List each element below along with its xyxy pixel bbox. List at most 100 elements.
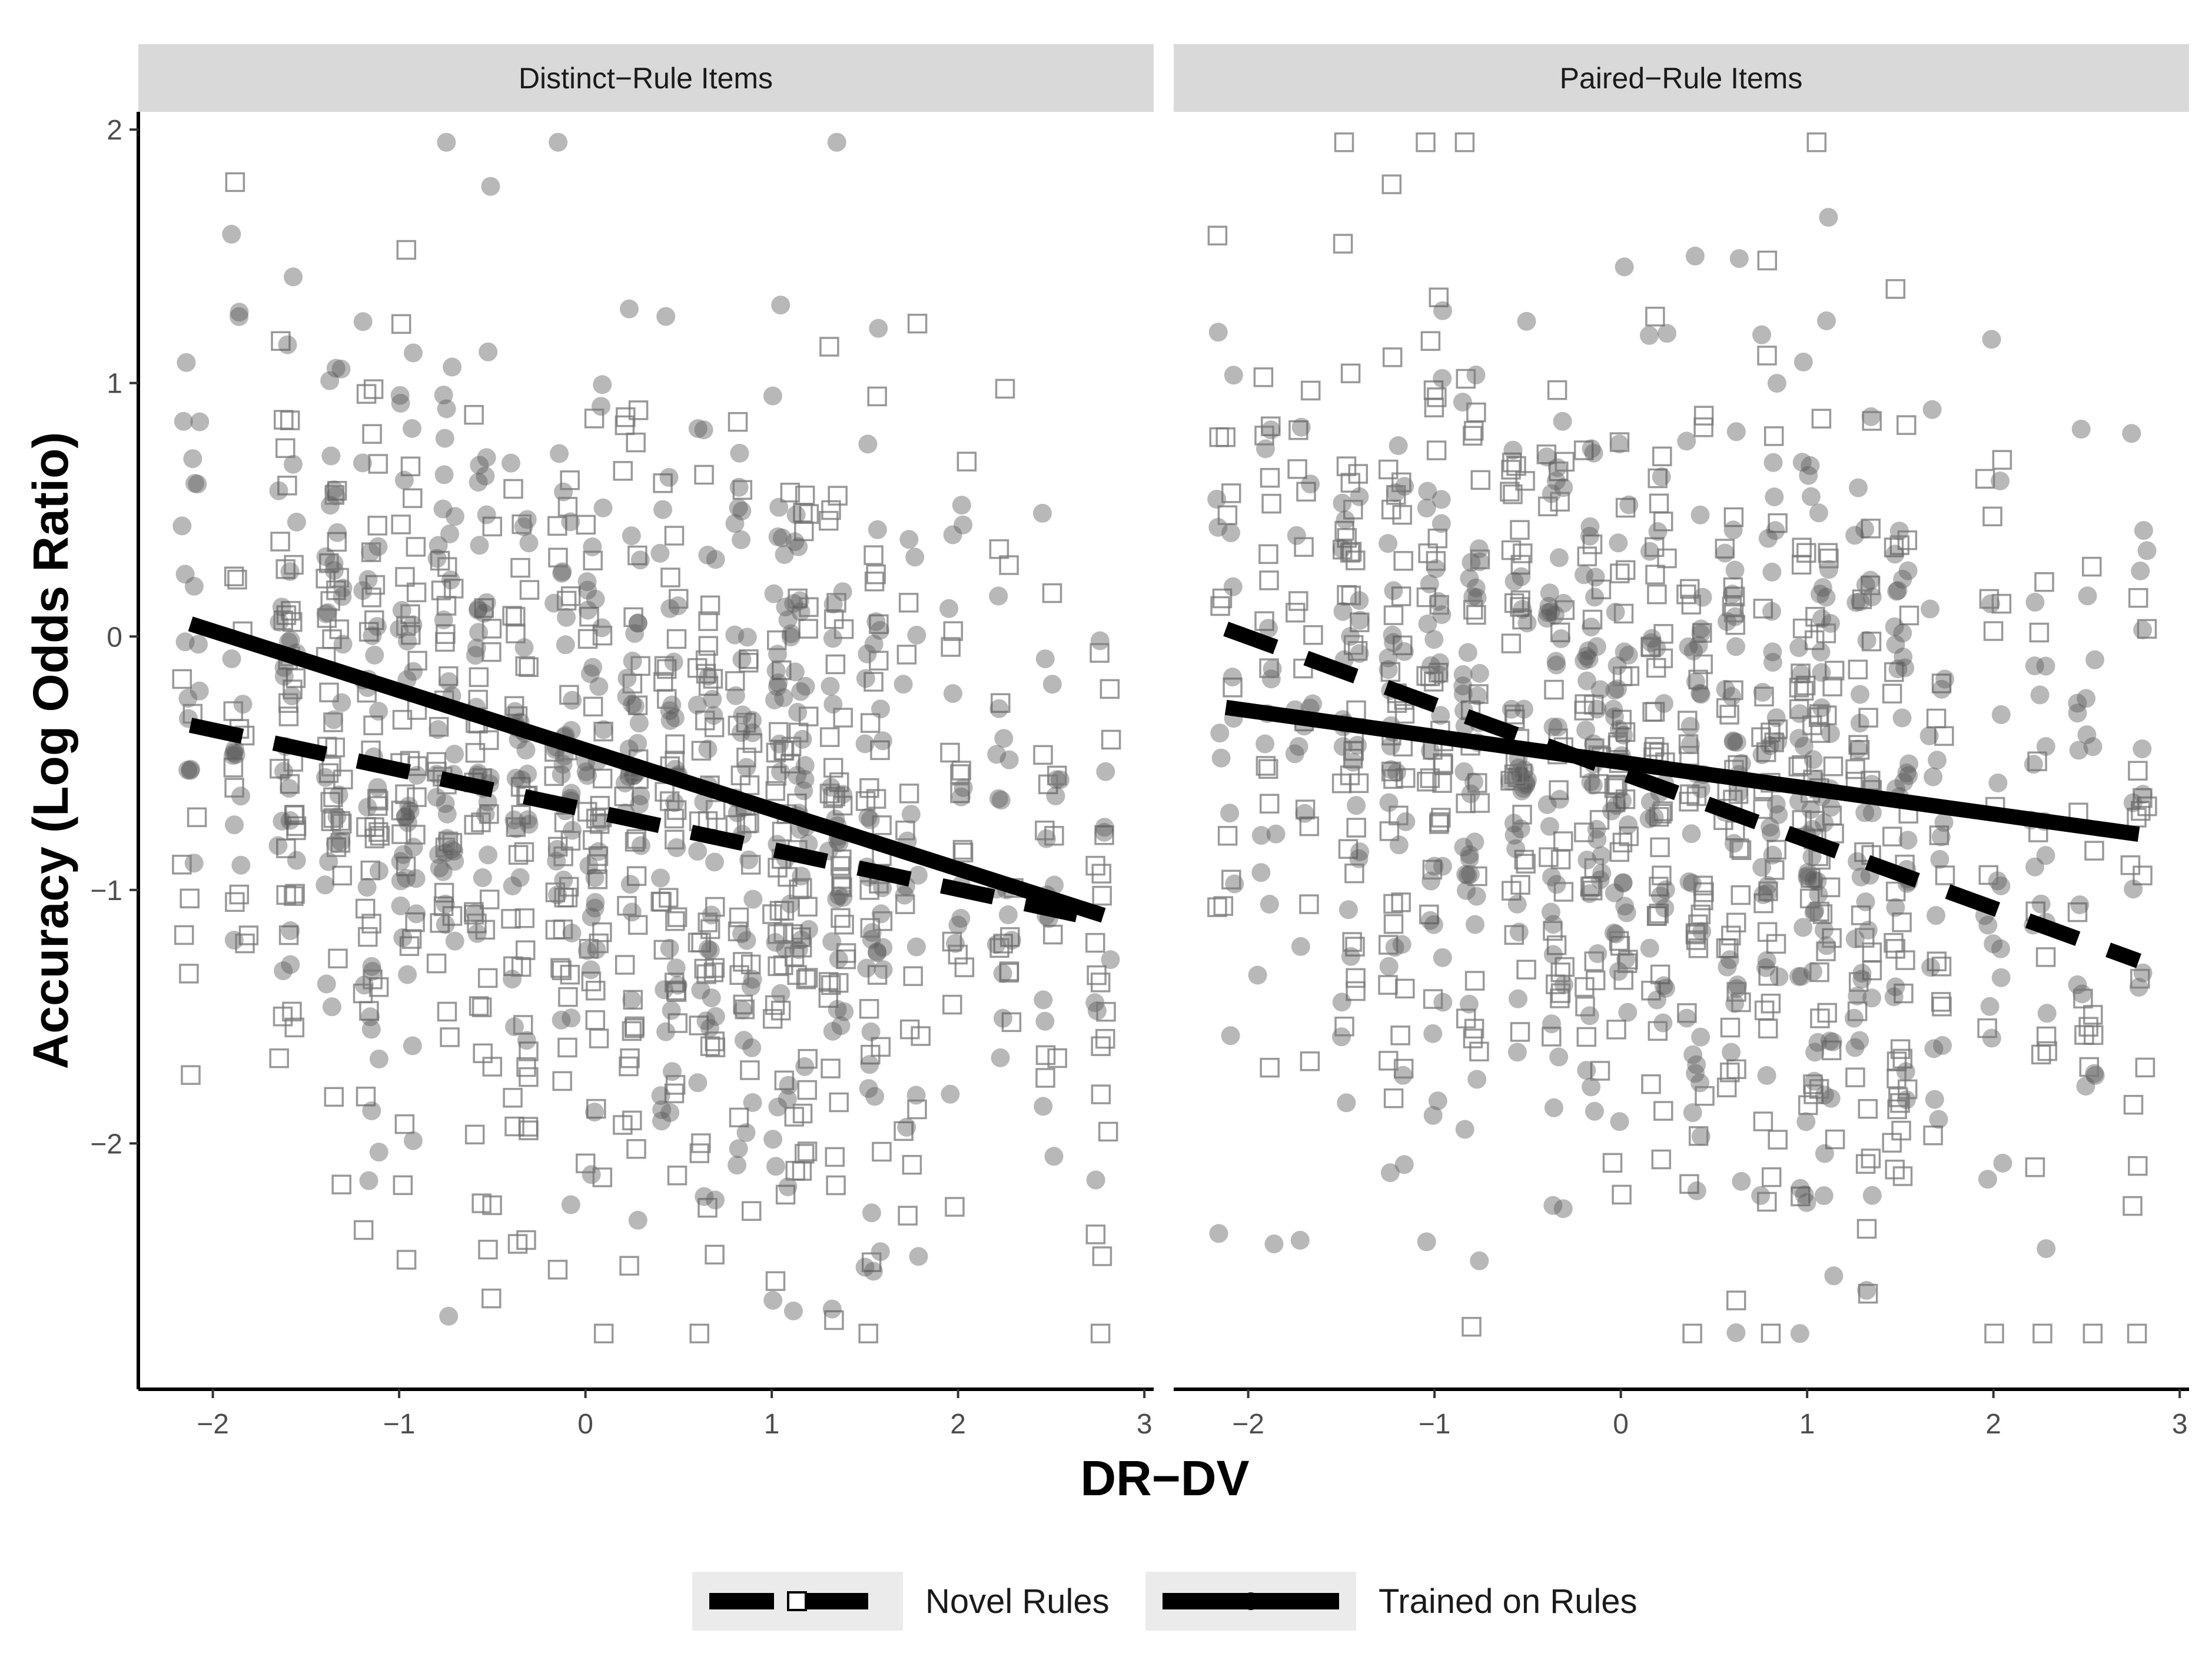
data-point-novel — [481, 642, 501, 662]
data-point-novel — [1035, 1045, 1056, 1065]
data-point-novel — [821, 500, 841, 520]
data-point-novel — [780, 482, 801, 503]
data-point-novel — [464, 815, 484, 835]
data-point-novel — [866, 789, 886, 809]
data-point-novel — [1332, 539, 1353, 560]
data-point-trained — [283, 686, 301, 706]
data-point-trained — [391, 852, 410, 871]
data-point-trained — [427, 788, 446, 807]
data-point-novel — [1429, 287, 1449, 307]
data-point-trained — [1042, 675, 1062, 694]
data-point-novel — [1391, 472, 1411, 493]
panel-paired-rule — [1207, 132, 2157, 1344]
data-point-trained — [833, 888, 853, 907]
data-point-trained — [1763, 453, 1783, 472]
data-point-novel — [278, 925, 299, 945]
data-point-novel — [1851, 905, 1871, 925]
data-point-novel — [1653, 624, 1673, 644]
data-point-novel — [705, 897, 725, 917]
data-point-novel — [1343, 635, 1364, 655]
data-point-novel — [270, 759, 290, 779]
data-point-novel — [2128, 1156, 2148, 1176]
data-point-trained — [620, 299, 639, 318]
data-point-novel — [394, 1114, 415, 1134]
data-point-trained — [1453, 393, 1472, 412]
data-point-trained — [1418, 614, 1437, 633]
data-point-novel — [1935, 865, 1955, 885]
data-point-novel — [1085, 855, 1105, 876]
data-point-trained — [1469, 539, 1489, 559]
data-point-novel — [1423, 380, 1444, 400]
data-point-novel — [1688, 938, 1709, 958]
data-point-novel — [518, 1117, 539, 1137]
data-point-trained — [628, 1210, 647, 1230]
data-point-novel — [1761, 1323, 1781, 1344]
data-point-novel — [1207, 897, 1227, 917]
data-point-novel — [1043, 924, 1063, 945]
data-point-novel — [576, 514, 596, 535]
data-point-novel — [1510, 590, 1530, 610]
data-point-novel — [628, 400, 649, 420]
data-point-novel — [1381, 761, 1401, 782]
data-point-novel — [1542, 1027, 1562, 1047]
data-point-trained — [592, 397, 610, 416]
data-point-novel — [1845, 759, 1865, 779]
data-point-novel — [510, 557, 530, 578]
data-point-novel — [1590, 1061, 1610, 1081]
data-point-novel — [278, 706, 299, 726]
data-point-novel — [1789, 678, 1809, 698]
data-point-trained — [1690, 683, 1710, 703]
data-point-novel — [1346, 968, 1366, 988]
data-point-trained — [1809, 503, 1828, 523]
data-point-trained — [1722, 687, 1742, 706]
data-point-novel — [1716, 698, 1736, 718]
data-point-novel — [784, 947, 805, 967]
points-distinct — [172, 132, 1121, 1344]
data-point-trained — [695, 1187, 714, 1206]
data-point-trained — [1935, 669, 1955, 689]
data-point-novel — [1215, 427, 1235, 447]
data-point-trained — [183, 449, 202, 469]
data-point-novel — [2084, 841, 2104, 861]
data-point-novel — [329, 619, 350, 639]
data-point-novel — [2137, 796, 2157, 816]
data-point-novel — [1641, 1074, 1661, 1094]
data-point-trained — [1789, 638, 1809, 658]
data-point-trained — [619, 739, 639, 759]
data-point-trained — [1096, 762, 1115, 781]
data-point-novel — [1818, 543, 1838, 563]
data-point-novel — [1589, 810, 1610, 830]
data-point-novel — [1502, 881, 1522, 901]
data-point-trained — [1929, 1110, 1948, 1129]
data-point-novel — [1803, 1074, 1823, 1094]
data-point-trained — [1677, 431, 1696, 451]
data-point-trained — [1540, 583, 1559, 603]
data-point-trained — [583, 537, 602, 556]
data-point-novel — [698, 636, 719, 656]
data-point-trained — [1608, 679, 1627, 699]
data-point-novel — [361, 914, 381, 934]
data-point-novel — [504, 696, 524, 716]
data-point-trained — [1266, 824, 1286, 844]
data-point-trained — [768, 1097, 788, 1117]
data-point-novel — [1391, 586, 1411, 606]
data-point-trained — [329, 785, 348, 805]
data-point-trained — [1251, 826, 1271, 845]
data-point-trained — [324, 710, 343, 729]
data-point-novel — [1983, 621, 2004, 641]
data-point-trained — [1577, 646, 1596, 666]
data-point-trained — [1432, 490, 1451, 509]
data-point-trained — [1470, 663, 1489, 683]
data-point-novel — [1758, 1018, 1778, 1039]
data-point-trained — [1640, 938, 1659, 958]
data-point-novel — [1254, 426, 1274, 446]
data-point-novel — [326, 580, 346, 600]
data-point-novel — [364, 610, 384, 630]
data-point-trained — [1885, 617, 1904, 636]
data-point-trained — [1509, 758, 1528, 778]
data-point-trained — [1855, 519, 1875, 539]
data-point-novel — [818, 972, 839, 992]
data-point-trained — [1035, 649, 1055, 669]
data-point-novel — [225, 172, 245, 192]
data-point-novel — [819, 784, 840, 804]
